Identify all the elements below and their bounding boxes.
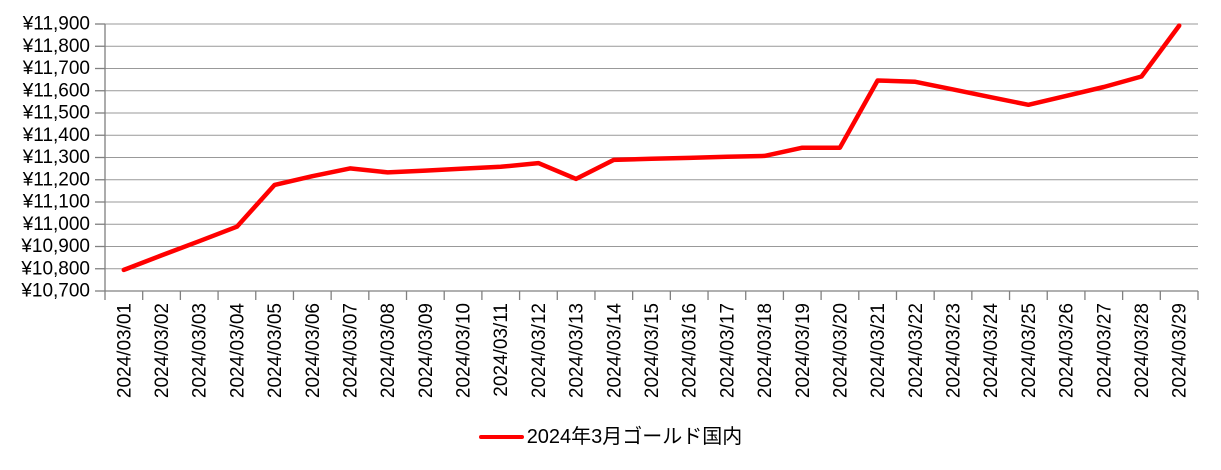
- x-axis-labels: 2024/03/01 2024/03/02 2024/03/03 2024/03/04…: [114, 303, 1190, 399]
- y-axis-ticks-and-labels: ¥10,700¥10,800¥10,900¥11,000¥11,100¥11,2…: [20, 14, 105, 302]
- x-tick-label: 2024/03/17: [717, 303, 738, 398]
- x-tick-label: 2024/03/27: [1094, 303, 1115, 398]
- y-tick-label: ¥11,900: [22, 14, 90, 35]
- x-tick-label: 2024/03/05: [265, 303, 286, 398]
- x-tick-label: 2024/03/16: [680, 303, 701, 398]
- x-tick-label: 2024/03/24: [981, 303, 1002, 399]
- y-tick-label: ¥11,100: [22, 192, 90, 213]
- x-tick-label: 2024/03/21: [868, 303, 889, 398]
- x-tick-label: 2024/03/23: [944, 303, 965, 398]
- y-tick-label: ¥11,500: [22, 103, 90, 124]
- x-tick-label: 2024/03/02: [152, 303, 173, 398]
- y-tick-label: ¥11,400: [22, 125, 90, 146]
- x-tick-label: 2024/03/06: [303, 303, 324, 398]
- legend-line-swatch: [478, 435, 524, 439]
- legend-series-label: 2024年3月ゴールド国内: [526, 426, 743, 448]
- x-tick-label: 2024/03/20: [830, 303, 851, 398]
- x-tick-label: 2024/03/10: [454, 303, 475, 398]
- x-tick-label: 2024/03/11: [491, 303, 512, 397]
- y-tick-label: ¥11,800: [22, 36, 90, 57]
- y-tick-label: ¥11,200: [22, 169, 90, 190]
- x-tick-label: 2024/03/26: [1057, 303, 1078, 398]
- x-tick-label: 2024/03/19: [793, 303, 814, 398]
- x-tick-label: 2024/03/29: [1170, 303, 1191, 398]
- x-tick-label: 2024/03/14: [604, 303, 625, 399]
- x-tick-label: 2024/03/03: [190, 303, 211, 398]
- x-tick-label: 2024/03/15: [642, 303, 663, 398]
- x-tick-label: 2024/03/08: [378, 303, 399, 398]
- x-tick-label: 2024/03/12: [529, 303, 550, 398]
- y-tick-label: ¥10,700: [20, 281, 90, 302]
- x-tick-label: 2024/03/09: [416, 303, 437, 398]
- chart-legend: 2024年3月ゴールド国内: [0, 424, 1221, 450]
- x-tick-label: 2024/03/22: [906, 303, 927, 398]
- y-tick-label: ¥10,900: [20, 236, 90, 257]
- y-tick-label: ¥11,000: [22, 214, 90, 235]
- y-tick-label: ¥11,700: [22, 58, 90, 79]
- x-axis-ticks: [104, 291, 1199, 300]
- x-tick-label: 2024/03/13: [567, 303, 588, 398]
- y-tick-label: ¥11,300: [22, 147, 90, 168]
- x-tick-label: 2024/03/28: [1132, 303, 1153, 398]
- y-tick-label: ¥10,800: [20, 258, 90, 279]
- x-tick-label: 2024/03/25: [1019, 303, 1040, 398]
- x-tick-label: 2024/03/04: [227, 303, 248, 399]
- x-tick-label: 2024/03/01: [114, 303, 135, 398]
- price-series-line: [121, 23, 1182, 273]
- x-tick-label: 2024/03/07: [340, 303, 361, 398]
- y-tick-label: ¥11,600: [22, 80, 90, 101]
- x-tick-label: 2024/03/18: [755, 303, 776, 398]
